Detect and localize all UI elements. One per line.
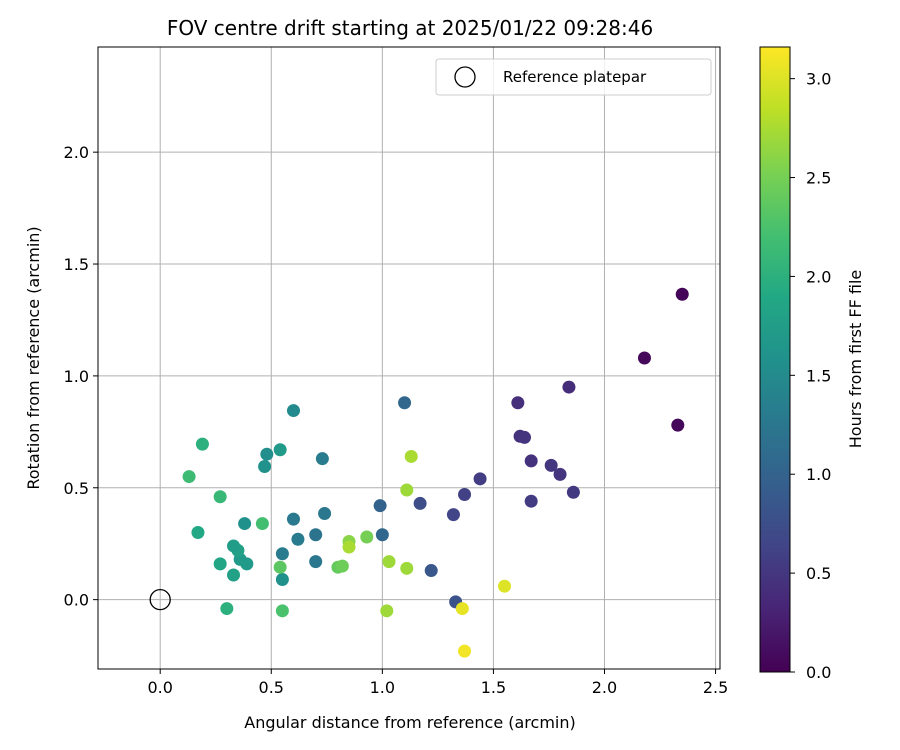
data-point <box>315 452 329 466</box>
data-point <box>342 540 356 554</box>
data-point <box>473 472 487 486</box>
colorbar-label: Hours from first FF file <box>846 270 865 449</box>
data-point <box>286 512 300 526</box>
x-axis-label: Angular distance from reference (arcmin) <box>244 713 575 732</box>
data-point <box>318 507 332 520</box>
data-point <box>191 526 205 540</box>
data-point <box>544 458 558 472</box>
legend: Reference platepar <box>435 58 712 96</box>
data-point <box>309 528 323 542</box>
data-point <box>273 560 287 574</box>
data-point <box>291 532 305 546</box>
data-point <box>286 404 300 418</box>
data-point <box>255 517 269 531</box>
legend-reference-label: Reference platepar <box>503 68 647 86</box>
data-point <box>400 561 414 575</box>
data-points <box>182 287 689 658</box>
data-point <box>182 470 196 484</box>
x-tick-label: 1.5 <box>481 678 506 697</box>
y-tick-label: 0.5 <box>64 479 89 498</box>
data-point <box>566 485 580 499</box>
data-point <box>258 460 272 474</box>
colorbar-tick-label: 1.0 <box>806 465 831 484</box>
data-point <box>375 528 389 542</box>
colorbar: 0.0 0.5 1.0 1.5 2.0 2.5 3.0 Hours from first F… <box>759 46 865 682</box>
data-point <box>238 517 252 531</box>
colorbar-tick-label: 0.5 <box>806 564 831 583</box>
colorbar-tick-label: 1.5 <box>806 366 831 385</box>
data-point <box>195 437 209 451</box>
reference-point <box>149 588 171 611</box>
reference-marker <box>149 588 171 611</box>
data-point <box>227 539 241 553</box>
data-point <box>213 557 227 571</box>
x-tick-label: 2.0 <box>592 678 617 697</box>
data-point <box>213 490 227 504</box>
chart-title: FOV centre drift starting at 2025/01/22 … <box>167 16 653 40</box>
data-point <box>373 499 387 513</box>
y-axis-ticks: 0.0 0.5 1.0 1.5 2.0 <box>64 143 98 610</box>
colorbar-tick-label: 0.0 <box>806 663 831 682</box>
data-point <box>424 564 438 578</box>
plot-frame <box>97 46 721 670</box>
x-tick-label: 0.0 <box>147 678 172 697</box>
legend-reference-symbol <box>454 66 476 88</box>
data-point <box>455 602 469 616</box>
data-point <box>524 494 538 508</box>
data-point <box>275 604 289 618</box>
x-tick-label: 2.5 <box>703 678 728 697</box>
data-point <box>458 487 472 501</box>
data-point <box>404 449 418 463</box>
data-point <box>524 454 538 468</box>
data-point <box>675 287 689 301</box>
data-point <box>511 396 525 410</box>
data-point <box>382 555 396 569</box>
y-tick-label: 1.5 <box>64 255 89 274</box>
colorbar-tick-label: 2.0 <box>806 267 831 286</box>
y-axis-label: Rotation from reference (arcmin) <box>24 226 43 489</box>
x-tick-label: 0.5 <box>259 678 284 697</box>
data-point <box>275 547 289 561</box>
data-point <box>562 380 576 394</box>
data-point <box>637 351 651 365</box>
data-point <box>553 467 567 481</box>
x-tick-label: 1.0 <box>370 678 395 697</box>
data-point <box>498 579 512 593</box>
grid-lines <box>98 47 720 669</box>
data-point <box>220 602 234 616</box>
data-point <box>413 496 427 510</box>
data-point <box>273 443 287 457</box>
data-point <box>398 396 412 410</box>
data-point <box>360 530 374 544</box>
colorbar-tick-label: 3.0 <box>806 70 831 89</box>
y-tick-label: 0.0 <box>64 591 89 610</box>
colorbar-ticks: 0.0 0.5 1.0 1.5 2.0 2.5 3.0 <box>790 70 831 682</box>
data-point <box>227 568 241 582</box>
y-tick-label: 2.0 <box>64 143 89 162</box>
y-tick-label: 1.0 <box>64 367 89 386</box>
legend-box <box>435 58 712 96</box>
data-point <box>275 573 289 587</box>
data-point <box>309 555 323 569</box>
data-point <box>400 483 414 497</box>
x-axis-ticks: 0.0 0.5 1.0 1.5 2.0 2.5 <box>147 669 728 697</box>
data-point <box>380 604 394 618</box>
data-point <box>518 430 532 444</box>
data-point <box>458 644 472 658</box>
colorbar-gradient <box>759 46 791 673</box>
data-point <box>446 508 460 522</box>
data-point <box>335 559 349 573</box>
data-point <box>671 418 685 432</box>
colorbar-tick-label: 2.5 <box>806 169 831 188</box>
data-point <box>260 447 274 461</box>
